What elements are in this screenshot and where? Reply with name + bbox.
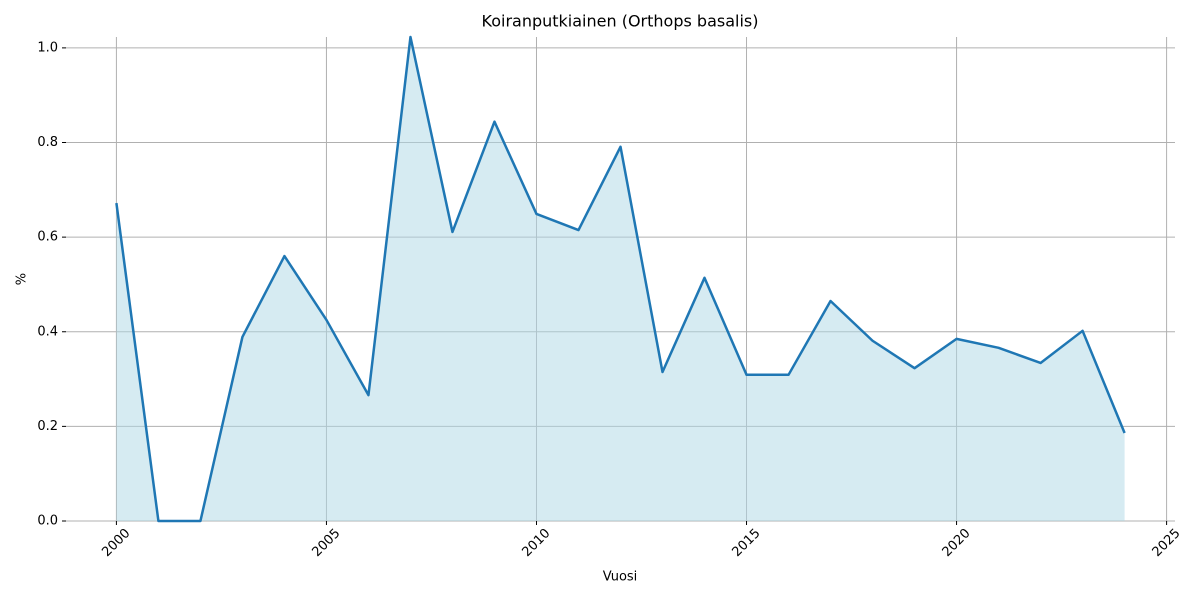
chart-title: Koiranputkiainen (Orthops basalis) xyxy=(482,12,759,31)
x-tick-label: 2025 xyxy=(1150,526,1184,560)
line xyxy=(115,35,1126,523)
x-tick-label: 2010 xyxy=(519,526,553,560)
x-tick-label: 2000 xyxy=(99,526,133,560)
y-tick-label: 0.2 xyxy=(37,419,58,434)
area xyxy=(116,37,1125,521)
y-tick-label: 0.6 xyxy=(37,230,58,245)
x-axis-label: Vuosi xyxy=(603,570,638,585)
y-tick-label: 1.0 xyxy=(37,40,58,55)
y-tick-label: 0.4 xyxy=(37,324,58,339)
x-tick-label: 2020 xyxy=(940,526,974,560)
y-tick-label: 0.0 xyxy=(37,514,58,529)
y-axis-label: % xyxy=(15,273,30,285)
y-tick-label: 0.8 xyxy=(37,135,58,150)
x-tick-label: 2005 xyxy=(309,526,343,560)
x-tick-label: 2015 xyxy=(730,526,764,560)
